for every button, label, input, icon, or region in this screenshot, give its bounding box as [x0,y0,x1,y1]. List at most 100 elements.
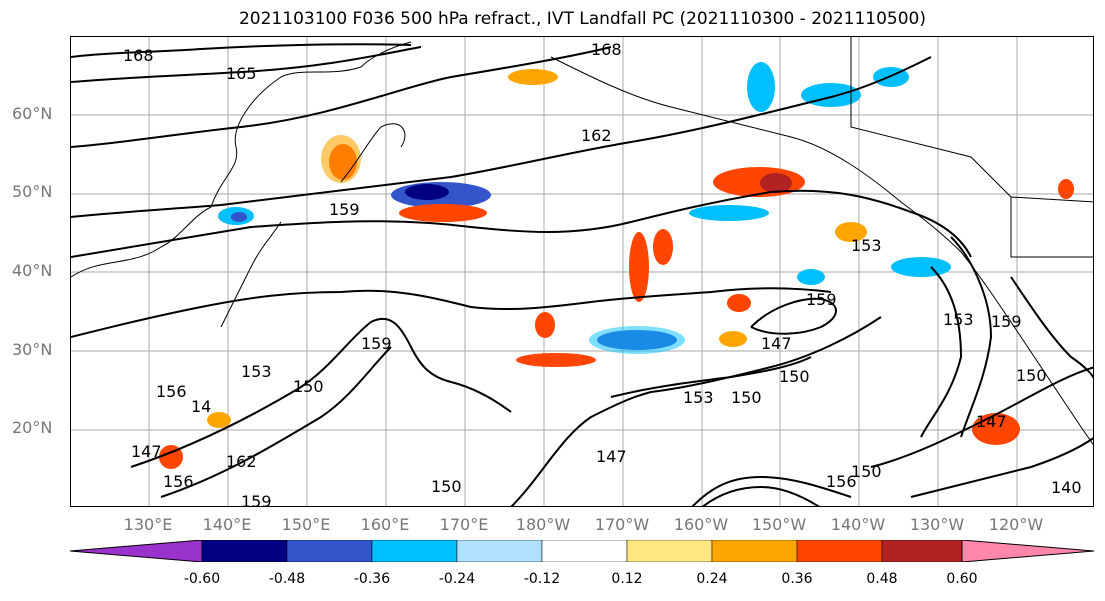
positive-anomaly-patch [535,312,555,338]
contour-line [1010,276,1093,379]
negative-anomaly-patch [891,257,951,277]
contour-label: 147 [596,447,627,466]
contour-label: 153 [683,388,714,407]
contour-line [71,189,972,258]
negative-anomaly-patch [747,62,775,112]
colorbar-tick-label: -0.48 [268,571,306,587]
colorbar-segment [201,540,288,562]
lon-label-160e: 160°E [360,515,410,534]
lat-label-40n: 40°N [12,261,53,280]
contour-line [702,485,820,506]
contour-label: 162 [581,126,612,145]
contour-line [950,236,993,438]
asia-coast [71,41,412,278]
contour-label: 140 [1051,478,1082,497]
contour-label: 150 [851,462,882,481]
contour-line [71,56,932,218]
contour-line [71,287,832,338]
negative-anomaly-patch [689,205,769,221]
graticule [71,37,1093,506]
colorbar-tick-label: 0.24 [696,571,728,587]
positive-anomaly-patch [719,331,747,347]
colorbar-segment [70,540,203,562]
contour-line [920,266,963,438]
map-title: 2021103100 F036 500 hPa refract., IVT La… [238,9,926,29]
lon-label-180w: 180°W [515,515,571,534]
colorbar-segment [456,540,543,562]
positive-anomaly-patch [653,229,673,265]
canada-border [850,37,1093,203]
contour-line [130,317,512,468]
lon-label-160w: 160°W [673,515,729,534]
lon-label-170w: 170°W [594,515,650,534]
negative-anomaly-patch [797,269,825,285]
positive-anomaly-patch [207,412,231,428]
contour-label: 159 [329,200,360,219]
contour-line [71,43,412,58]
positive-anomaly-patch [508,69,558,85]
contour-label: 150 [431,477,462,496]
kamchatka-coast [340,123,406,183]
colorbar-tick-label: -0.24 [438,571,476,587]
colorbar-segment [286,540,373,562]
colorbar-tick-label: -0.36 [353,571,391,587]
colorbar-segment [961,540,1094,562]
positive-anomaly-patch [727,294,751,312]
positive-anomaly-patch [760,173,792,193]
contour-label: 159 [241,492,272,507]
contour-label: 150 [293,377,324,396]
colorbar-segment [541,540,628,562]
contour-label: 162 [226,452,257,471]
contour-label: 150 [1016,366,1047,385]
height-contours [71,43,1093,506]
lon-label-130w: 130°W [909,515,965,534]
lon-label-140w: 140°W [830,515,886,534]
lat-label-50n: 50°N [12,182,53,201]
contour-label: 147 [131,442,162,461]
contour-label: 147 [976,412,1007,431]
lat-label-60n: 60°N [12,104,53,123]
contour-label: 159 [806,290,837,309]
colorbar-tick-label: 0.60 [946,571,978,587]
contour-label: 153 [943,310,974,329]
contour-label: 153 [851,236,882,255]
negative-anomaly-patch [405,184,449,200]
lat-label-30n: 30°N [12,340,53,359]
positive-anomaly-patch [835,222,867,242]
colorbar-tick-label: 0.48 [866,571,898,587]
positive-anomaly-patch [629,232,649,302]
colorbar-tick-label: 0.36 [781,571,813,587]
negative-anomaly-patch [801,83,861,107]
contour-line [610,356,812,398]
contour-label: 153 [241,362,272,381]
contour-line [870,366,1093,468]
contour-label: 168 [591,40,622,59]
north-america-coast [550,56,1093,446]
colorbar-tick-label: 0.12 [611,571,643,587]
contour-label: 165 [226,64,257,83]
contour-labels: 168 165 162 159 168 159 156 153 153 150 … [123,40,1082,507]
colorbar-tick-label: -0.12 [523,571,561,587]
anomaly-shading [159,62,1074,469]
colorbar [70,540,1094,562]
contour-label: 147 [761,334,792,353]
japan-coast [220,221,282,328]
lon-label-130e: 130°E [123,515,173,534]
contour-line [691,475,852,506]
us-border [1010,197,1093,258]
contour-line [910,437,1093,498]
negative-anomaly-patch [589,326,685,354]
positive-anomaly-patch [399,204,487,222]
positive-anomaly-patch [321,135,361,183]
coastlines [71,37,1093,446]
contour-label: 168 [123,46,154,65]
lon-label-150w: 150°W [751,515,807,534]
colorbar-tick-label: -0.60 [183,571,221,587]
contour-line [71,46,612,148]
positive-anomaly-patch [516,353,596,367]
contour-label: 14 [191,397,211,416]
contour-label: 156 [156,382,187,401]
map-canvas: 168 165 162 159 168 159 156 153 153 150 … [71,37,1093,507]
colorbar-segment [881,540,963,562]
colorbar-segment [371,540,458,562]
